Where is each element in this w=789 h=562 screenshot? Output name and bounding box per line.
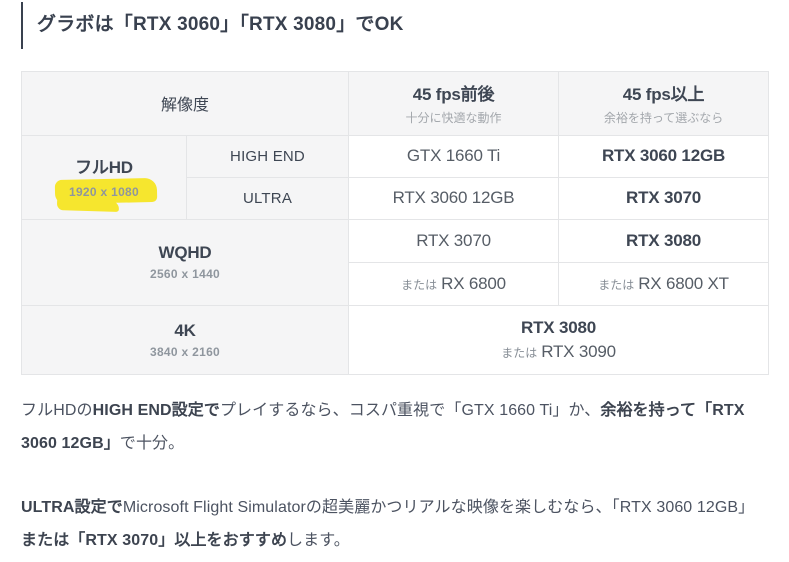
header-45fps-plus: 45 fps以上 余裕を持って選ぶなら	[558, 70, 770, 136]
cell-wqhd-45fps-plus-alt: または RX 6800 XT	[558, 261, 770, 306]
text-segment-bold: ULTRA設定で	[21, 498, 123, 516]
text-segment-bold: HIGH END設定で	[92, 401, 220, 419]
table-row-fullhd-ultra: ULTRA RTX 3060 12GB RTX 3070	[22, 176, 770, 220]
gpu-recommendation-table: 解像度 45 fps前後 十分に快適な動作 45 fps以上 余裕を持って選ぶな…	[20, 70, 770, 375]
header-45fps: 45 fps前後 十分に快適な動作	[348, 70, 560, 136]
header-resolution: 解像度	[20, 70, 350, 136]
wqhd-label: WQHD	[158, 243, 212, 263]
cell-wqhd-45fps-alt: または RX 6800	[348, 261, 560, 306]
cell-wqhd-45fps: RTX 3070	[348, 218, 560, 263]
table-row-fullhd-highend: フルHD 1920 x 1080 HIGH END GTX 1660 Ti RT…	[21, 134, 770, 220]
paragraph-ultra-advice: ULTRA設定でMicrosoft Flight Simulatorの超美麗かつ…	[21, 491, 770, 557]
table-row-wqhd-main: WQHD 2560 x 1440 RTX 3070 RTX 3080	[20, 218, 770, 306]
cell-wqhd-45fps-plus: RTX 3080	[558, 218, 770, 263]
4k-gpu-main: RTX 3080	[521, 317, 596, 337]
cell-fullhd-highend-45fps: GTX 1660 Ti	[348, 134, 560, 178]
highlight-marker: 1920 x 1080	[61, 182, 147, 201]
text-segment-bold: または「RTX 3070」以上をおすすめ	[21, 531, 288, 549]
header-45fps-subtitle: 十分に快適な動作	[405, 111, 502, 126]
text-segment: します。	[287, 531, 350, 549]
cell-fullhd-highend-45fps-plus: RTX 3060 12GB	[558, 134, 770, 178]
text-segment-bold: 余裕を持って「RTX 3060 12GB」	[21, 401, 745, 452]
paragraph-fullhd-advice: フルHDのHIGH END設定でプレイするなら、コスパ重視で「GTX 1660 …	[21, 394, 770, 460]
setting-ultra: ULTRA	[185, 176, 350, 220]
alt-prefix: または	[501, 345, 538, 360]
wqhd-plus-alt-gpu: RX 6800 XT	[638, 273, 729, 293]
row-label-fullhd: フルHD 1920 x 1080	[21, 134, 187, 220]
alt-prefix: または	[598, 277, 635, 292]
table-row-4k: 4K 3840 x 2160 RTX 3080 または RTX 3090	[20, 304, 770, 375]
wqhd-alt-gpu: RX 6800	[441, 273, 506, 293]
row-label-4k: 4K 3840 x 2160	[20, 304, 350, 375]
fullhd-resolution: 1920 x 1080	[68, 185, 140, 200]
wqhd-resolution: 2560 x 1440	[149, 267, 221, 282]
text-segment: フルHDの	[21, 401, 93, 419]
header-45fps-plus-title: 45 fps以上	[622, 85, 705, 105]
text-segment: で十分。	[119, 434, 185, 452]
4k-label: 4K	[174, 320, 196, 340]
setting-highend: HIGH END	[185, 134, 350, 178]
section-heading: グラボは「RTX 3060」「RTX 3080」でOK	[21, 2, 770, 49]
fullhd-label: フルHD	[75, 158, 133, 178]
table-header-row: 解像度 45 fps前後 十分に快適な動作 45 fps以上 余裕を持って選ぶな…	[20, 70, 770, 136]
header-45fps-plus-subtitle: 余裕を持って選ぶなら	[603, 111, 724, 126]
text-segment: Microsoft Flight Simulatorの超美麗かつリアルな映像を楽…	[122, 498, 755, 516]
cell-fullhd-ultra-45fps: RTX 3060 12GB	[348, 176, 560, 220]
text-segment: プレイするなら、コスパ重視で「GTX 1660 Ti」か、	[219, 401, 601, 419]
4k-alt-gpu: RTX 3090	[541, 341, 616, 361]
table-row-wqhd-alt: または RX 6800 または RX 6800 XT	[22, 261, 770, 306]
cell-4k-gpu: RTX 3080 または RTX 3090	[348, 304, 770, 375]
4k-resolution: 3840 x 2160	[149, 344, 221, 359]
alt-prefix: または	[401, 277, 438, 292]
row-label-wqhd: WQHD 2560 x 1440	[20, 218, 350, 306]
header-45fps-title: 45 fps前後	[412, 85, 495, 105]
cell-fullhd-ultra-45fps-plus: RTX 3070	[558, 176, 770, 220]
